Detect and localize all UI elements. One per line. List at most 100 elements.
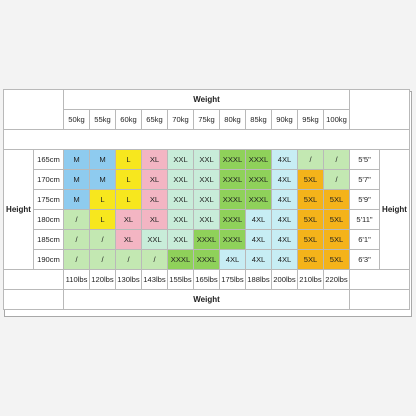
- height-ft-label: 5'7": [349, 169, 380, 190]
- size-cell: /: [63, 229, 90, 250]
- size-cell: 4XL: [271, 169, 298, 190]
- size-cell: M: [63, 169, 90, 190]
- size-cell: 4XL: [271, 229, 298, 250]
- size-cell: 5XL: [323, 189, 350, 210]
- size-cell: XXXL: [219, 229, 246, 250]
- height-ft-label: 6'3": [349, 249, 380, 270]
- weight-lbs-footer: 200lbs: [271, 269, 298, 290]
- size-cell: XXL: [167, 209, 194, 230]
- size-cell: XXXL: [245, 189, 272, 210]
- weight-lbs-footer: 120lbs: [89, 269, 116, 290]
- size-cell: XL: [115, 229, 142, 250]
- size-cell: L: [89, 189, 116, 210]
- size-cell: XXL: [193, 169, 220, 190]
- size-cell: XXXL: [219, 209, 246, 230]
- weight-kg-header: 75kg: [193, 109, 220, 130]
- size-cell: XXXL: [245, 169, 272, 190]
- weight-lbs-footer: 143lbs: [141, 269, 168, 290]
- weight-kg-row: 50kg 55kg 60kg 65kg 70kg 75kg 80kg 85kg 90kg 95kg…: [4, 109, 410, 130]
- size-cell: XL: [141, 209, 168, 230]
- height-row: 180cm / L XL XL XXL XXL XXXL 4XL 4XL 5XL 5XL 5'11": [4, 209, 410, 230]
- size-cell: M: [63, 149, 90, 170]
- weight-kg-header: 60kg: [115, 109, 142, 130]
- size-cell: 5XL: [297, 249, 324, 270]
- size-cell: XXL: [193, 149, 220, 170]
- size-cell: XXL: [167, 229, 194, 250]
- size-cell: /: [89, 229, 116, 250]
- height-row: 185cm / / XL XXL XXL XXXL XXXL 4XL 4XL 5XL 5XL 6'1": [4, 229, 410, 250]
- size-cell: 4XL: [245, 229, 272, 250]
- size-cell: XXL: [167, 149, 194, 170]
- weight-header-top: Weight: [63, 89, 350, 110]
- size-cell: 4XL: [271, 189, 298, 210]
- height-cm-label: 170cm: [33, 169, 64, 190]
- size-cell: XXXL: [219, 189, 246, 210]
- weight-lbs-footer: 165lbs: [193, 269, 220, 290]
- size-cell: XXL: [167, 189, 194, 210]
- height-cm-label: 190cm: [33, 249, 64, 270]
- size-cell: XXL: [167, 169, 194, 190]
- corner-bottom-right: [349, 289, 410, 310]
- size-cell: 5XL: [297, 229, 324, 250]
- corner-top-left: [3, 89, 64, 130]
- size-cell: XXXL: [219, 169, 246, 190]
- height-row: 170cm M M L XL XXL XXL XXXL XXXL 4XL 5XL/5'7": [4, 169, 410, 190]
- height-cm-label: 180cm: [33, 209, 64, 230]
- size-cell: /: [297, 149, 324, 170]
- header-gap: [3, 129, 410, 150]
- size-cell: L: [115, 169, 142, 190]
- size-cell: L: [115, 149, 142, 170]
- weight-kg-header: 80kg: [219, 109, 246, 130]
- weight-lbs-footer: 210lbs: [297, 269, 324, 290]
- weight-kg-header: 50kg: [63, 109, 90, 130]
- height-cm-label: 165cm: [33, 149, 64, 170]
- height-label-right: Height: [379, 149, 410, 270]
- height-cm-label: 185cm: [33, 229, 64, 250]
- weight-lbs-footer: 110lbs: [63, 269, 90, 290]
- size-cell: 4XL: [271, 149, 298, 170]
- weight-lbs-footer: 155lbs: [167, 269, 194, 290]
- size-cell: 4XL: [271, 209, 298, 230]
- size-cell: /: [63, 249, 90, 270]
- weight-lbs-footer: 175lbs: [219, 269, 246, 290]
- size-cell: 5XL: [323, 209, 350, 230]
- size-cell: 4XL: [245, 209, 272, 230]
- size-cell: XL: [141, 169, 168, 190]
- size-cell: /: [323, 169, 350, 190]
- weight-kg-header: 95kg: [297, 109, 324, 130]
- lbs-row-right-blank: [349, 269, 410, 290]
- height-label-left: Height: [3, 149, 34, 270]
- weight-kg-header: 100kg: [323, 109, 350, 130]
- size-cell: /: [141, 249, 168, 270]
- size-cell: M: [89, 149, 116, 170]
- height-row: 190cm / / / / XXXL XXXL 4XL 4XL 4XL 5XL 5XL 6'3": [4, 249, 410, 270]
- size-cell: 5XL: [323, 229, 350, 250]
- size-cell: XXXL: [167, 249, 194, 270]
- size-cell: /: [63, 209, 90, 230]
- weight-lbs-footer: 220lbs: [323, 269, 350, 290]
- size-cell: M: [63, 189, 90, 210]
- size-cell: XL: [141, 189, 168, 210]
- size-cell: XXL: [193, 209, 220, 230]
- size-cell: M: [89, 169, 116, 190]
- height-cm-label: 175cm: [33, 189, 64, 210]
- size-cell: L: [89, 209, 116, 230]
- size-cell: 4XL: [245, 249, 272, 270]
- weight-kg-header: 65kg: [141, 109, 168, 130]
- size-cell: XXXL: [193, 229, 220, 250]
- weight-kg-header: 70kg: [167, 109, 194, 130]
- size-cell: 5XL: [297, 169, 324, 190]
- size-cell: 4XL: [219, 249, 246, 270]
- size-cell: /: [115, 249, 142, 270]
- weight-kg-header: 85kg: [245, 109, 272, 130]
- size-cell: 5XL: [297, 189, 324, 210]
- size-cell: L: [115, 189, 142, 210]
- weight-lbs-footer: 130lbs: [115, 269, 142, 290]
- size-cell: XXXL: [245, 149, 272, 170]
- height-row: Height 165cm M M L XL XXL XXL XXXL XXXL 4XL //5'5" H…: [3, 149, 410, 270]
- weight-lbs-footer: 188lbs: [245, 269, 272, 290]
- corner-bottom-left: [3, 289, 64, 310]
- size-chart-table: Weight 50kg 55kg 60kg 65kg 70kg 75kg 80kg 85kg 9…: [3, 89, 410, 310]
- size-cell: 4XL: [271, 249, 298, 270]
- size-cell: /: [323, 149, 350, 170]
